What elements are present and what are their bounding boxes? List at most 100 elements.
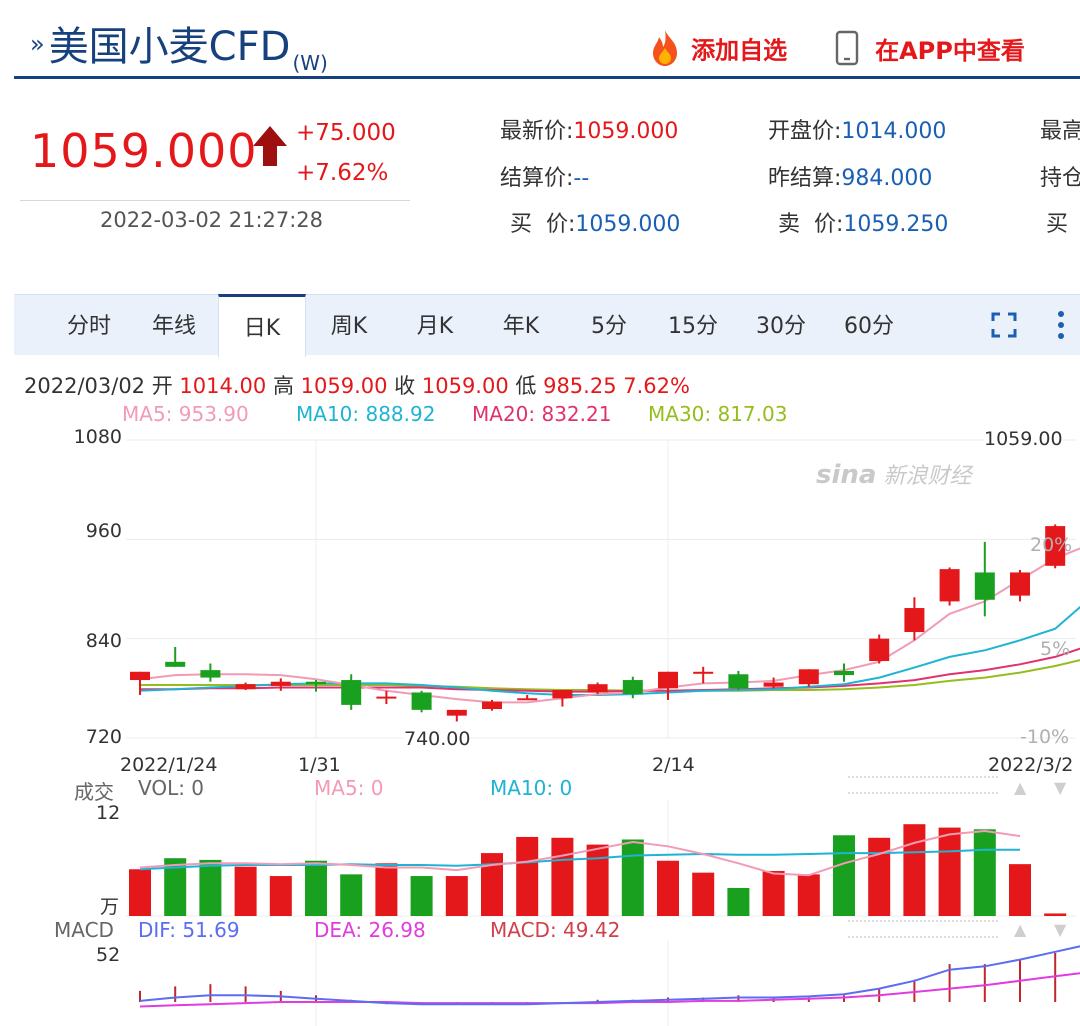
max-price-label: 1059.00 — [984, 428, 1063, 450]
volume-bar — [340, 874, 363, 916]
tab-timeshare[interactable]: 分时 — [66, 314, 111, 339]
candle-body — [834, 670, 854, 676]
latest-price-value: 1059.000 — [573, 119, 679, 144]
tab-monthly-k[interactable]: 月K — [416, 314, 454, 339]
macd-expand-down-icon[interactable]: ▼ — [1054, 920, 1067, 939]
tab-30min[interactable]: 30分 — [756, 314, 806, 339]
macd-dea-line — [139, 972, 1080, 1008]
kline-open-value: 1014.00 — [179, 374, 267, 398]
volume-bar — [516, 836, 539, 916]
macd-grid — [315, 940, 669, 1026]
volume-bar — [692, 872, 715, 916]
volume-ma-lines — [139, 829, 1021, 877]
x-tick-0124: 2022/1/24 — [120, 754, 218, 776]
tab-daily-k[interactable]: 日K — [218, 294, 306, 357]
volume-chart[interactable] — [0, 800, 1080, 922]
settle-price-field: 结算价:-- — [500, 160, 589, 192]
kline-high-value: 1059.00 — [300, 374, 388, 398]
open-interest-label: 持仓 — [1040, 166, 1080, 191]
volume-bar — [797, 874, 820, 916]
open-price-field: 开盘价:1014.000 — [768, 113, 946, 145]
candle-body — [552, 689, 573, 699]
volume-bars — [129, 824, 1067, 916]
macd-lines — [139, 945, 1080, 1008]
double-chevron-icon: » — [30, 30, 45, 58]
volume-ma5-line — [139, 829, 1021, 877]
ma10-line — [139, 605, 1080, 696]
open-in-app-button[interactable]: 在APP中查看 — [834, 28, 1025, 68]
volume-bar — [1044, 913, 1067, 916]
ma30-legend: MA30: 817.03 — [648, 402, 788, 426]
add-watchlist-button[interactable]: 添加自选 — [644, 28, 787, 68]
price-change: +75.000 — [296, 120, 396, 146]
macd-chart[interactable] — [0, 940, 1080, 1026]
settle-price-value: -- — [573, 166, 590, 191]
kline-close-label: 收 — [394, 374, 416, 398]
volume-bar — [938, 827, 961, 916]
instrument-code: (W) — [292, 51, 328, 75]
macd-dif-legend: DIF: 51.69 — [138, 918, 240, 942]
macd-dea-legend: DEA: 26.98 — [314, 918, 426, 942]
latest-price-field: 最新价:1059.000 — [500, 113, 678, 145]
candle-body — [939, 569, 960, 602]
prev-settle-field: 昨结算:984.000 — [768, 160, 932, 192]
volume-scroll-handle[interactable] — [848, 776, 998, 794]
tab-5min[interactable]: 5分 — [591, 314, 627, 339]
ma10-legend: MA10: 888.92 — [296, 402, 436, 426]
sina-logo-icon: sina — [816, 460, 877, 490]
add-watchlist-label: 添加自选 — [691, 36, 788, 65]
kline-open-label: 开 — [151, 374, 173, 398]
tab-60min[interactable]: 60分 — [844, 314, 894, 339]
macd-value-legend: MACD: 49.42 — [490, 918, 621, 942]
tab-year-line[interactable]: 年线 — [151, 314, 196, 339]
tab-weekly-k[interactable]: 周K — [330, 314, 368, 339]
y-tick-840: 840 — [85, 630, 122, 652]
quote-divider — [20, 200, 410, 201]
volume-bar — [234, 866, 257, 916]
candle-body — [165, 661, 186, 667]
volume-bar — [903, 824, 926, 916]
kline-high-label: 高 — [272, 374, 294, 398]
volume-expand-up-icon[interactable]: ▲ — [1014, 778, 1027, 797]
candle-body — [869, 638, 890, 662]
volume-bar — [586, 844, 609, 916]
ma5-legend: MA5: 953.90 — [122, 402, 249, 426]
bid-price-label: 买 价: — [510, 212, 576, 237]
prev-settle-label: 昨结算: — [768, 166, 842, 191]
macd-y-top: 52 — [96, 944, 121, 966]
price-candles — [130, 524, 1066, 722]
y-pct-tick-5: 5% — [1040, 638, 1071, 660]
price-chart[interactable] — [0, 428, 1080, 758]
macd-expand-up-icon[interactable]: ▲ — [1014, 920, 1027, 939]
flame-icon — [653, 30, 677, 66]
candle-body — [306, 681, 326, 685]
macd-scroll-handle[interactable] — [848, 920, 998, 938]
candle-body — [904, 608, 925, 633]
bid-volume-label: 买 — [1046, 212, 1069, 237]
x-tick-0214: 2/14 — [652, 754, 695, 776]
ask-price-field: 卖 价:1059.250 — [778, 206, 948, 238]
prev-settle-value: 984.000 — [841, 166, 933, 191]
y-tick-1080: 1080 — [73, 426, 122, 448]
x-tick-0302: 2022/3/2 — [988, 754, 1074, 776]
y-pct-tick-neg10: -10% — [1020, 726, 1070, 748]
volume-bar — [551, 837, 574, 916]
ma5-line — [139, 547, 1080, 704]
volume-bar — [199, 859, 222, 916]
tab-yearly-k[interactable]: 年K — [502, 314, 540, 339]
volume-bar — [621, 839, 644, 916]
fullscreen-icon[interactable] — [990, 311, 1018, 339]
volume-bar — [164, 858, 187, 916]
sina-watermark-text: 新浪财经 — [883, 464, 972, 489]
instrument-title: » 美国小麦CFD (W) — [30, 14, 328, 75]
tab-15min[interactable]: 15分 — [668, 314, 718, 339]
ma20-line — [140, 647, 1080, 693]
candle-body — [974, 572, 995, 600]
volume-expand-down-icon[interactable]: ▼ — [1054, 778, 1067, 797]
y-pct-tick-20: 20% — [1030, 534, 1073, 556]
kline-low-value: 985.25 — [543, 374, 617, 398]
volume-bar — [762, 870, 785, 916]
more-options-icon[interactable] — [1054, 309, 1068, 341]
volume-bar — [833, 835, 855, 916]
volume-bar — [305, 860, 327, 916]
